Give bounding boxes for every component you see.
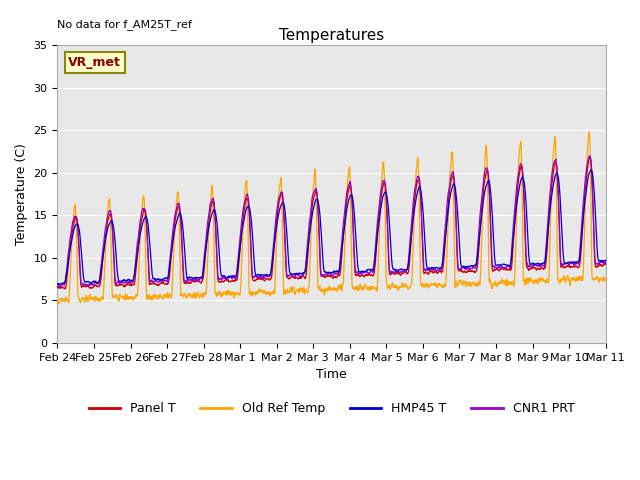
Title: Temperatures: Temperatures: [279, 28, 384, 43]
Text: VR_met: VR_met: [68, 56, 121, 69]
Legend: Panel T, Old Ref Temp, HMP45 T, CNR1 PRT: Panel T, Old Ref Temp, HMP45 T, CNR1 PRT: [84, 397, 580, 420]
Y-axis label: Temperature (C): Temperature (C): [15, 143, 28, 245]
Text: No data for f_AM25T_ref: No data for f_AM25T_ref: [58, 19, 192, 30]
X-axis label: Time: Time: [316, 368, 347, 381]
